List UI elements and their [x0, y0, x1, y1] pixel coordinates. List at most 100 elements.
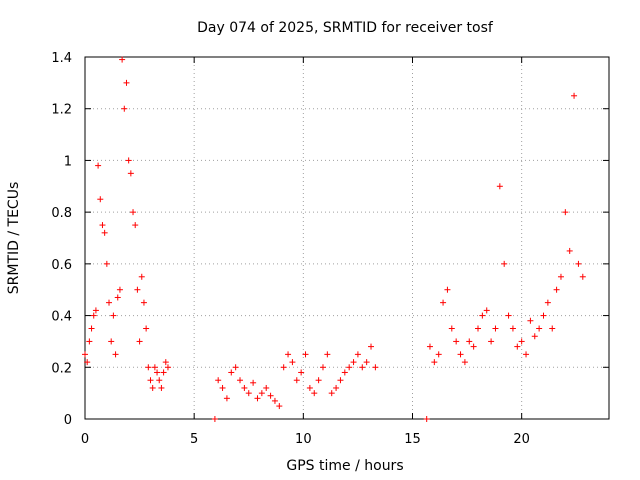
data-point [223, 395, 230, 402]
data-points [82, 56, 586, 422]
axis-ticks [84, 56, 609, 420]
data-point [162, 359, 169, 366]
data-point [103, 260, 110, 267]
data-point [147, 377, 154, 384]
data-point [372, 364, 379, 371]
y-tick-label: 0.8 [51, 206, 72, 221]
data-point [289, 359, 296, 366]
y-tick-label: 0.6 [51, 258, 72, 273]
data-point [219, 384, 226, 391]
data-point [553, 286, 560, 293]
data-point [145, 364, 152, 371]
data-point [540, 312, 547, 319]
data-point [130, 209, 137, 216]
data-point [280, 364, 287, 371]
data-point [505, 312, 512, 319]
data-point [549, 325, 556, 332]
data-point [302, 351, 309, 358]
data-point [527, 317, 534, 324]
data-point [363, 359, 370, 366]
data-point [350, 359, 357, 366]
data-point [245, 390, 252, 397]
data-point [531, 333, 538, 340]
data-point [328, 390, 335, 397]
data-point [562, 209, 569, 216]
data-point [346, 364, 353, 371]
data-point [354, 351, 361, 358]
data-point [523, 351, 530, 358]
data-point [306, 384, 313, 391]
data-point [501, 260, 508, 267]
y-tick-label: 1.4 [51, 51, 72, 66]
data-point [271, 397, 278, 404]
data-point [423, 416, 430, 422]
data-point [311, 390, 318, 397]
data-point [579, 273, 586, 280]
data-point [440, 299, 447, 306]
data-point [368, 343, 375, 350]
x-tick-labels: 0 5 10 15 20 [81, 432, 530, 447]
data-point [258, 390, 265, 397]
data-point [116, 286, 123, 293]
grid [85, 57, 609, 419]
data-point [315, 377, 322, 384]
data-point [267, 392, 274, 399]
data-point [119, 56, 126, 63]
data-point [86, 338, 93, 345]
data-point [492, 325, 499, 332]
data-point [461, 359, 468, 366]
data-point [84, 359, 91, 366]
data-point [112, 351, 119, 358]
data-point [232, 364, 239, 371]
x-tick-label: 5 [190, 432, 198, 447]
data-point [164, 364, 171, 371]
x-tick-label: 20 [513, 432, 530, 447]
data-point [250, 379, 257, 386]
data-point [333, 384, 340, 391]
data-point [319, 364, 326, 371]
data-point [110, 312, 117, 319]
data-point [483, 307, 490, 314]
data-point [254, 395, 261, 402]
data-point [341, 369, 348, 376]
x-tick-label: 0 [81, 432, 89, 447]
data-point [97, 196, 104, 203]
data-point [108, 338, 115, 345]
data-point [158, 384, 165, 391]
data-point [496, 183, 503, 190]
data-point [237, 377, 244, 384]
data-point [453, 338, 460, 345]
y-tick-labels: 0 0.2 0.4 0.6 0.8 1 1.2 1.4 [51, 51, 72, 428]
y-tick-label: 0.4 [51, 310, 72, 325]
data-point [276, 403, 283, 410]
data-point [426, 343, 433, 350]
data-point [324, 351, 331, 358]
x-axis-label: GPS time / hours [286, 458, 403, 474]
data-point [263, 384, 270, 391]
data-point [466, 338, 473, 345]
data-point [435, 351, 442, 358]
y-tick-label: 1 [64, 154, 72, 169]
data-point [337, 377, 344, 384]
y-tick-label: 0 [64, 413, 72, 428]
data-point [156, 377, 163, 384]
data-point [571, 92, 578, 99]
data-point [151, 364, 158, 371]
data-point [241, 384, 248, 391]
data-point [518, 338, 525, 345]
data-point [509, 325, 516, 332]
data-point [566, 247, 573, 254]
data-point [298, 369, 305, 376]
data-point [90, 312, 97, 319]
chart-title: Day 074 of 2025, SRMTID for receiver tos… [197, 20, 494, 36]
data-point [101, 229, 108, 236]
data-point [160, 369, 167, 376]
data-point [488, 338, 495, 345]
data-point [470, 343, 477, 350]
plot-frame [84, 56, 610, 420]
data-point [132, 222, 139, 229]
y-axis-label: SRMTID / TECUs [6, 182, 22, 295]
data-point [557, 273, 564, 280]
data-point [575, 260, 582, 267]
